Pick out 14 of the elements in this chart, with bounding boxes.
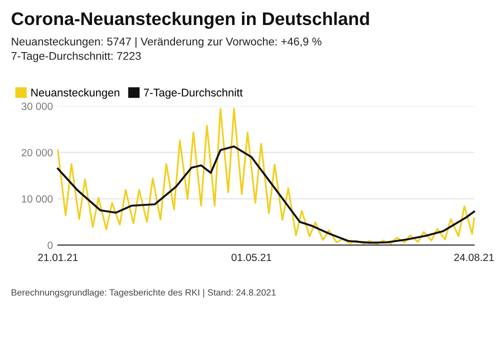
x-tick-label: 01.05.21 [232, 254, 272, 262]
legend-label: Neuansteckungen [31, 88, 120, 99]
line-series [56, 145, 476, 244]
y-tick-label: 20 000 [22, 148, 53, 156]
y-tick-label: 30 000 [22, 102, 53, 110]
line-series [57, 108, 475, 246]
text: Berechnungsgrundlage: Tagesberichte des RKI | Stand: 24.8.2021 [12, 289, 276, 298]
y-tick-label: 0 [48, 242, 53, 249]
x-tick-label: 24.08.21 [454, 254, 494, 262]
x-tick-label: 21.01.21 [38, 254, 78, 262]
y-tick-label: 10 000 [22, 195, 53, 203]
chart-subtitle: Neuansteckungen: 5747 | Veränderung zur Vorwoche: +46,9 % 7-Tage-Durchschnitt: 7223 [12, 37, 322, 62]
chart-title: Corona-Neuansteckungen in Deutschland [12, 12, 369, 29]
legend-label: 7-Tage-Durchschnitt [144, 88, 243, 99]
